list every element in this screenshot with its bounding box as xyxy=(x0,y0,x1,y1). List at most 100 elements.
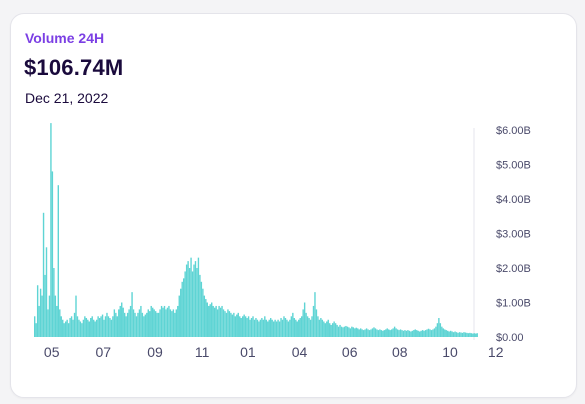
volume-bar xyxy=(194,261,197,337)
volume-bar xyxy=(175,309,178,337)
volume-bar xyxy=(188,268,191,337)
x-tick-label: 08 xyxy=(392,344,408,360)
volume-bar xyxy=(352,327,355,337)
volume-bar xyxy=(476,333,478,337)
volume-bar xyxy=(274,319,276,337)
x-tick-label: 01 xyxy=(240,344,256,360)
volume-bar xyxy=(449,330,452,337)
volume-bar xyxy=(93,319,95,337)
x-tick-label: 04 xyxy=(292,344,308,360)
volume-bar xyxy=(228,311,231,338)
volume-bar xyxy=(199,274,201,337)
volume-bar xyxy=(178,295,180,337)
volume-bar xyxy=(141,312,144,337)
x-tick-label: 11 xyxy=(195,344,210,360)
volume-bar xyxy=(249,319,251,337)
volume-bar xyxy=(367,329,369,337)
volume-bar xyxy=(271,319,273,337)
volume-bar xyxy=(355,327,357,337)
volume-bar xyxy=(343,326,346,337)
volume-bar xyxy=(149,311,151,338)
volume-bar xyxy=(48,295,51,337)
volume-bar xyxy=(423,330,425,337)
volume-bar xyxy=(140,305,142,337)
volume-bar xyxy=(256,319,259,337)
volume-bar xyxy=(258,321,260,337)
volume-bar xyxy=(128,309,130,337)
volume-bar xyxy=(234,316,237,337)
volume-bar xyxy=(339,324,341,337)
volume-bar xyxy=(85,318,88,337)
volume-bar xyxy=(436,323,439,337)
volume-bar xyxy=(54,295,57,337)
volume-bar xyxy=(419,331,421,337)
volume-bar xyxy=(441,326,443,337)
volume-bar xyxy=(401,330,403,337)
volume-bar xyxy=(259,319,262,337)
volume-bar xyxy=(73,312,76,337)
volume-bar xyxy=(286,319,288,337)
volume-bar xyxy=(429,329,431,337)
volume-bar xyxy=(78,319,80,337)
volume-bar xyxy=(191,271,194,337)
volume-bar xyxy=(200,281,203,337)
volume-bar xyxy=(426,329,428,337)
volume-bar xyxy=(100,316,102,337)
volume-bar xyxy=(264,316,266,337)
volume-bar xyxy=(302,309,304,337)
volume-bar xyxy=(333,321,335,337)
volume-bar xyxy=(342,327,344,337)
volume-bar xyxy=(385,329,387,337)
volume-bar xyxy=(67,323,70,337)
volume-bar xyxy=(76,316,79,337)
volume-bar xyxy=(439,323,442,337)
volume-bar xyxy=(371,328,374,338)
volume-bar xyxy=(281,319,284,337)
volume-bar xyxy=(119,305,121,337)
volume-bar xyxy=(143,316,145,337)
volume-bar xyxy=(336,324,338,337)
volume-bar xyxy=(64,321,67,337)
volume-bar xyxy=(321,319,324,337)
volume-bar xyxy=(115,312,117,337)
volume-bar xyxy=(138,309,141,337)
volume-bar xyxy=(182,278,185,337)
volume-bar xyxy=(377,330,380,337)
volume-bar xyxy=(318,319,321,337)
volume-bar xyxy=(180,288,182,337)
volume-bar xyxy=(390,329,393,337)
volume-bar xyxy=(334,323,337,337)
x-tick-label: 10 xyxy=(442,344,458,360)
volume-bar xyxy=(215,305,217,337)
x-tick-group: 05 07 09 11 01 04 06 08 10 12 xyxy=(44,344,504,360)
volume-bar xyxy=(445,330,447,337)
volume-bar xyxy=(101,314,104,337)
y-tick-label: $3.00B xyxy=(496,229,531,241)
volume-bar xyxy=(411,330,414,337)
volume-bar xyxy=(376,329,378,337)
volume-bar xyxy=(329,323,331,337)
x-tick-label: 12 xyxy=(488,344,504,360)
volume-bar xyxy=(177,305,179,337)
volume-bar xyxy=(305,312,307,337)
volume-bar xyxy=(317,316,319,337)
x-tick-label: 07 xyxy=(96,344,112,360)
volume-bar xyxy=(132,309,135,337)
volume-bar xyxy=(172,309,175,337)
volume-bar xyxy=(306,316,309,337)
volume-bar xyxy=(413,330,415,337)
volume-bar xyxy=(442,328,444,338)
volume-bar xyxy=(327,319,329,337)
volume-bar xyxy=(396,329,399,337)
volume-bar xyxy=(345,325,347,337)
volume-bar xyxy=(253,319,256,337)
volume-bar xyxy=(162,307,164,337)
volume-bar xyxy=(393,326,396,337)
volume-bar xyxy=(243,314,245,337)
y-tick-label: $6.00B xyxy=(496,125,531,137)
volume-bar xyxy=(270,318,272,337)
volume-bar xyxy=(469,332,471,337)
volume-bar xyxy=(121,302,123,337)
volume-bar xyxy=(346,326,349,337)
